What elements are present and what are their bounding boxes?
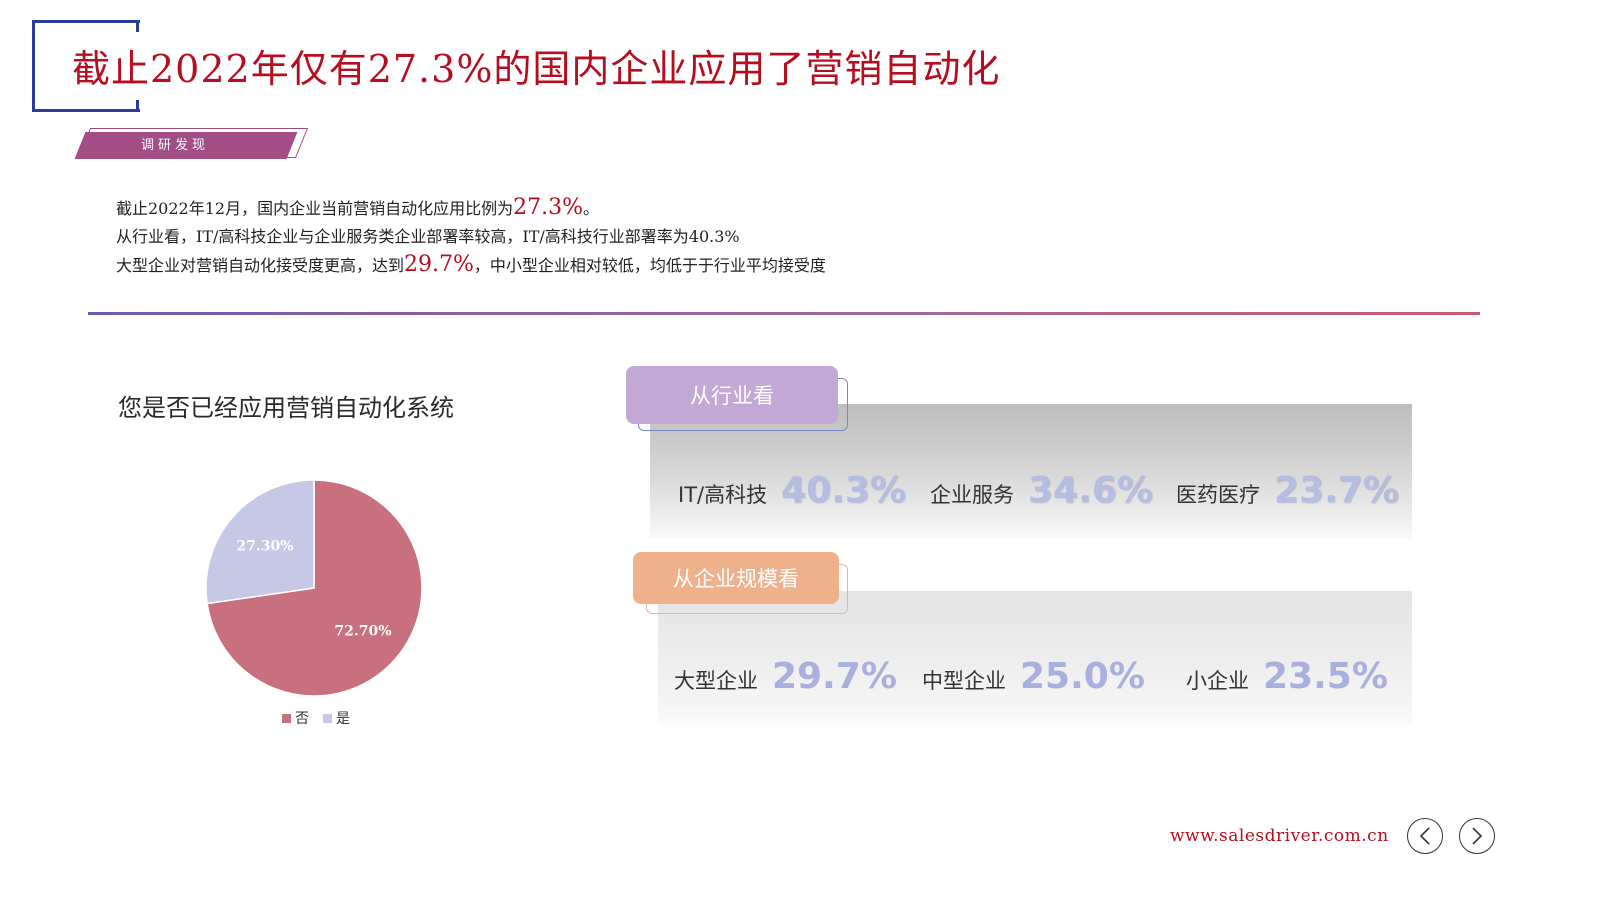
section-divider bbox=[88, 312, 1480, 315]
page-title: 截止2022年仅有27.3%的国内企业应用了营销自动化 bbox=[72, 47, 1001, 91]
summary-line-1: 截止2022年12月，国内企业当前营销自动化应用比例为27.3%。 bbox=[116, 194, 826, 223]
size-stat-medium: 中型企业 25.0% bbox=[922, 656, 1145, 697]
title-frame bbox=[32, 20, 140, 112]
stat-value: 23.5% bbox=[1263, 656, 1388, 697]
industry-stat-medical: 医药医疗 23.7% bbox=[1176, 470, 1399, 511]
summary-line-2: 从行业看，IT/高科技企业与企业服务类企业部署率较高，IT/高科技行业部署率为4… bbox=[116, 227, 740, 246]
stat-label: IT/高科技 bbox=[678, 483, 768, 507]
pie-data-label: 72.70% bbox=[334, 623, 391, 639]
summary-text-segment: 。 bbox=[582, 199, 599, 218]
industry-panel bbox=[650, 404, 1412, 538]
title-frame-tick bbox=[136, 20, 139, 32]
stat-label: 大型企业 bbox=[674, 669, 758, 693]
summary-text: 截止2022年12月，国内企业当前营销自动化应用比例为27.3%。 从行业看，I… bbox=[116, 194, 826, 280]
summary-text-segment: ，中小型企业相对较低，均低于于行业平均接受度 bbox=[473, 256, 826, 275]
summary-line-3: 大型企业对营销自动化接受度更高，达到29.7%，中小型企业相对较低，均低于于行业… bbox=[116, 251, 826, 280]
pie-slice-yes bbox=[205, 479, 315, 605]
industry-stat-it: IT/高科技 40.3% bbox=[678, 470, 906, 511]
tag-label: 调研发现 bbox=[140, 138, 209, 153]
legend-label: 是 bbox=[336, 711, 350, 727]
industry-stat-service: 企业服务 34.6% bbox=[930, 470, 1153, 511]
prev-slide-button[interactable] bbox=[1407, 818, 1443, 854]
size-stat-large: 大型企业 29.7% bbox=[674, 656, 897, 697]
summary-highlight: 27.3% bbox=[513, 195, 583, 220]
company-size-tab: 从企业规模看 bbox=[633, 552, 839, 604]
legend-item: 否 bbox=[282, 708, 309, 728]
summary-text-segment: 截止2022年12月，国内企业当前营销自动化应用比例为 bbox=[116, 199, 514, 218]
legend-item: 是 bbox=[323, 708, 350, 728]
stat-value: 34.6% bbox=[1028, 470, 1153, 511]
summary-highlight: 29.7% bbox=[404, 252, 474, 277]
summary-text-segment: 大型企业对营销自动化接受度更高，达到 bbox=[116, 256, 405, 275]
legend-swatch bbox=[323, 713, 332, 723]
chart-title: 您是否已经应用营销自动化系统 bbox=[118, 394, 454, 422]
stat-label: 中型企业 bbox=[922, 669, 1006, 693]
title-frame-tick bbox=[136, 100, 139, 112]
footer-url-link[interactable]: www.salesdriver.com.cn bbox=[1170, 826, 1389, 846]
stat-value: 23.7% bbox=[1274, 470, 1399, 511]
chevron-right-icon bbox=[1472, 827, 1483, 845]
chevron-left-icon bbox=[1419, 827, 1430, 845]
stat-label: 医药医疗 bbox=[1176, 483, 1260, 507]
industry-tab: 从行业看 bbox=[626, 366, 838, 424]
stat-label: 企业服务 bbox=[930, 483, 1014, 507]
stat-value: 40.3% bbox=[781, 470, 907, 511]
stat-label: 小企业 bbox=[1186, 669, 1249, 693]
size-stat-small: 小企业 23.5% bbox=[1186, 656, 1388, 697]
next-slide-button[interactable] bbox=[1459, 818, 1495, 854]
legend-swatch bbox=[282, 713, 291, 723]
stat-value: 25.0% bbox=[1020, 656, 1145, 697]
stat-value: 29.7% bbox=[772, 656, 897, 697]
legend-label: 否 bbox=[295, 711, 309, 727]
pie-chart: 72.70% 27.30% bbox=[205, 479, 423, 697]
pie-data-label: 27.30% bbox=[236, 539, 293, 555]
chart-legend: 否是 bbox=[282, 708, 350, 728]
